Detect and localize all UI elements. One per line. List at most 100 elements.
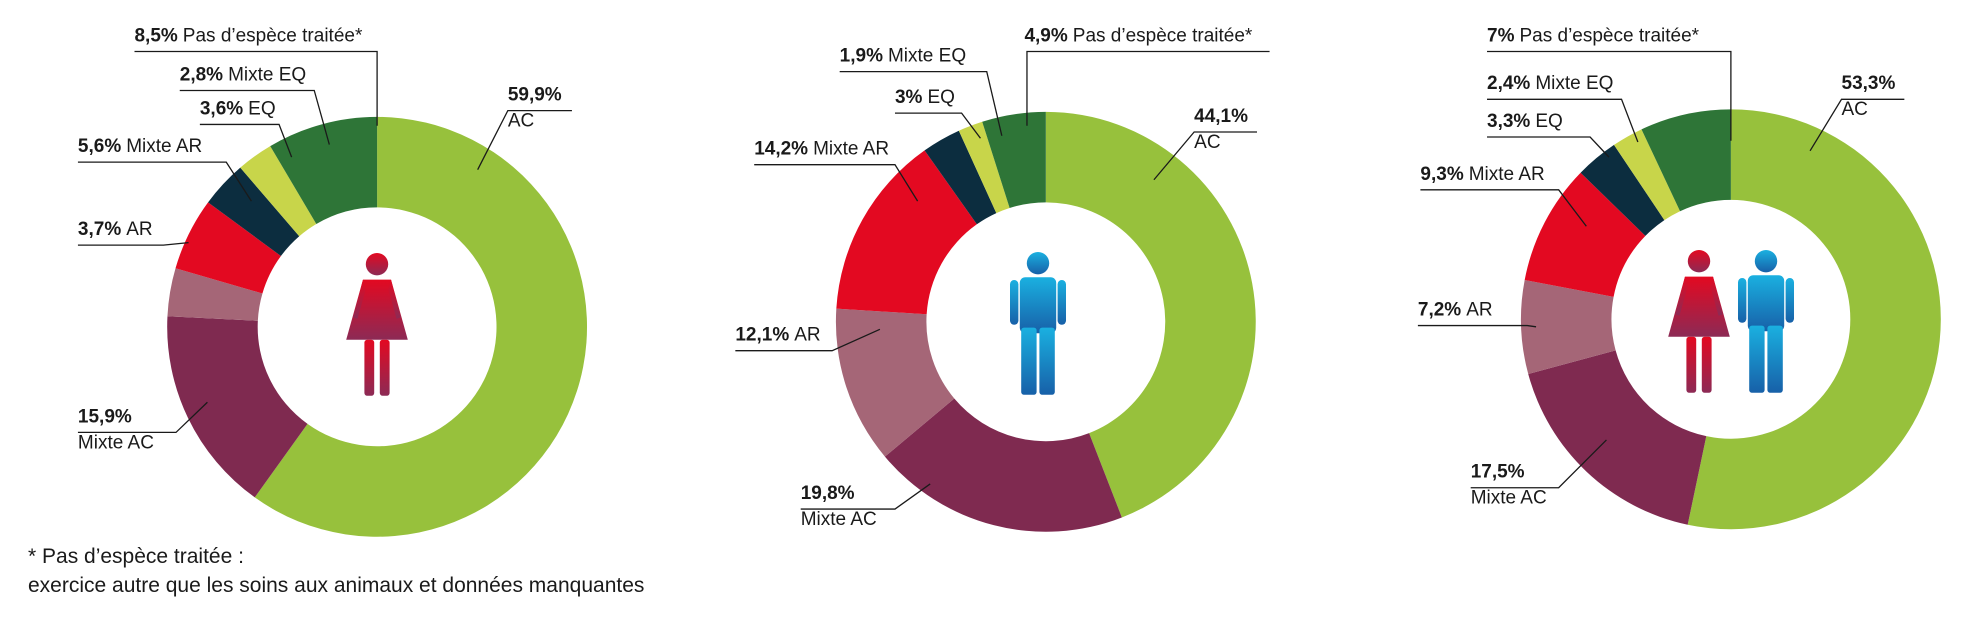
wedge (924, 130, 997, 225)
value-label: 7% (1487, 25, 1515, 46)
wedge (958, 121, 1010, 214)
wedge (835, 308, 955, 457)
slice-label: 19,8% Mixte AC (801, 483, 877, 530)
slice-label: 53,3% AC (1842, 73, 1896, 120)
value-label: 3% (895, 87, 923, 108)
leader-line (1417, 324, 1537, 328)
donut-chart: 59,9% AC 15,9% Mixte AC 3,7% AR 5,6% Mixte AR 3,… (77, 25, 588, 537)
leader-line (1420, 189, 1587, 227)
category-label: Mixte AC (801, 509, 877, 530)
footnote: * Pas d’espèce traitée : (28, 545, 244, 568)
wedge (836, 150, 977, 315)
wedge (1580, 144, 1665, 236)
woman-icon (1668, 250, 1730, 393)
wedge (208, 167, 300, 257)
category-label: Mixte AC (78, 432, 154, 453)
category-label: AC (1842, 99, 1868, 120)
slice-label: 44,1% AC (1194, 106, 1248, 153)
wedge (167, 316, 308, 498)
leader-line (894, 112, 981, 139)
value-label: 44,1% (1194, 106, 1248, 127)
leader-line (1026, 50, 1270, 126)
leader-line (134, 50, 378, 126)
value-label: 3,6% (200, 98, 243, 119)
slice-label: 3,3% EQ (1487, 111, 1563, 132)
leader-line (77, 401, 208, 434)
slice-label: 7% Pas d’espèce traitée* (1487, 25, 1700, 46)
wedge (270, 116, 378, 225)
category-label: AC (1194, 132, 1220, 153)
leader-line (1487, 136, 1610, 158)
wedge (982, 111, 1046, 208)
category-label: Mixte AC (1471, 488, 1547, 509)
category-label: Mixte AR (813, 139, 889, 160)
value-label: 53,3% (1842, 73, 1896, 94)
leader-line (1153, 131, 1257, 181)
donut-chart: 53,3% AC 17,5% Mixte AC 7,2% AR 9,3% Mixte AR 3,… (1417, 25, 1941, 530)
slice-label: 59,9% AC (508, 85, 562, 132)
man-icon (1738, 250, 1794, 393)
value-label: 19,8% (801, 483, 855, 504)
leader-line (839, 70, 1003, 136)
wedge (254, 116, 588, 537)
category-label: Mixte EQ (1535, 73, 1613, 94)
leader-line (1470, 439, 1607, 489)
wedge (1520, 279, 1616, 375)
leader-line (199, 123, 293, 158)
slice-label: 8,5% Pas d’espèce traitée* (134, 25, 362, 46)
category-label: AC (508, 111, 534, 132)
slice-label: 4,9% Pas d’espèce traitée* (1024, 25, 1252, 46)
leader-line (179, 89, 330, 145)
leader-line (77, 241, 189, 246)
category-label: Mixte AR (126, 136, 202, 157)
value-label: 2,4% (1487, 73, 1530, 94)
value-label: 3,3% (1487, 111, 1530, 132)
leader-line (754, 164, 919, 202)
category-label: Mixte EQ (888, 46, 966, 67)
wedge (1524, 172, 1646, 297)
leader-line (1487, 98, 1639, 143)
leader-line (735, 328, 881, 352)
value-label: 8,5% (134, 25, 177, 46)
wedge (1613, 129, 1681, 221)
value-label: 14,2% (754, 139, 808, 160)
slice-label: 3,7% AR (78, 219, 153, 240)
category-label: Pas d’espèce traitée* (1519, 25, 1699, 46)
slice-label: 3% EQ (895, 87, 955, 108)
category-label: Mixte EQ (228, 64, 306, 85)
value-label: 15,9% (78, 406, 132, 427)
wedge (240, 146, 317, 237)
wedge (1045, 111, 1256, 518)
value-label: 5,6% (78, 136, 121, 157)
category-label: AR (1466, 300, 1492, 321)
leader-line (1487, 50, 1732, 141)
category-label: Mixte AR (1469, 164, 1545, 185)
donut-chart: 44,1% AC 19,8% Mixte AC 12,1% AR 14,2% Mixte AR… (735, 25, 1270, 532)
slice-label: 3,6% EQ (200, 98, 276, 119)
wedge (884, 398, 1122, 532)
slice-label: 14,2% Mixte AR (754, 139, 889, 160)
value-label: 4,9% (1024, 25, 1067, 46)
slice-label: 2,4% Mixte EQ (1487, 73, 1613, 94)
slice-label: 15,9% Mixte AC (78, 406, 154, 453)
woman-icon (346, 253, 408, 396)
slice-label: 2,8% Mixte EQ (180, 64, 306, 85)
wedge (175, 202, 281, 294)
slice-label: 1,9% Mixte EQ (840, 46, 966, 67)
leader-line (1809, 98, 1905, 152)
category-label: Pas d’espèce traitée* (183, 25, 363, 46)
category-label: AR (126, 219, 152, 240)
wedge (1528, 350, 1707, 525)
slice-label: 17,5% Mixte AC (1471, 462, 1547, 509)
value-label: 17,5% (1471, 462, 1525, 483)
slice-label: 5,6% Mixte AR (78, 136, 202, 157)
value-label: 1,9% (840, 46, 883, 67)
category-label: EQ (248, 98, 275, 119)
value-label: 59,9% (508, 85, 562, 106)
slice-label: 12,1% AR (735, 325, 820, 346)
value-label: 9,3% (1420, 164, 1463, 185)
leader-line (77, 161, 252, 202)
category-label: AR (794, 325, 820, 346)
